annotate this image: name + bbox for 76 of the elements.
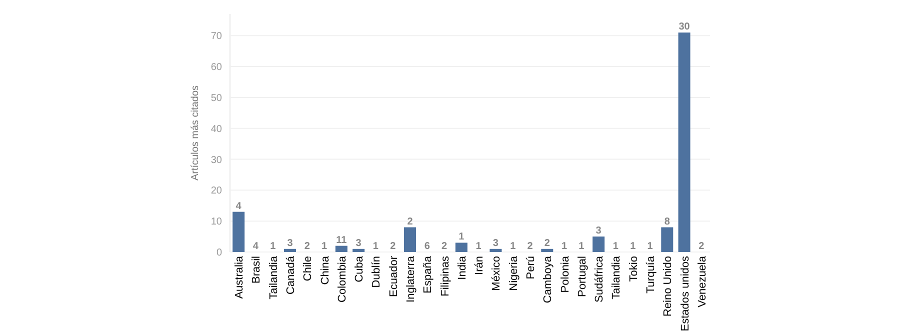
annotation: 1 bbox=[510, 241, 516, 252]
bar bbox=[352, 248, 365, 252]
annotation: 2 bbox=[304, 241, 310, 252]
annotation: 8 bbox=[664, 216, 670, 228]
bar bbox=[232, 212, 245, 252]
annotation: 4 bbox=[236, 200, 242, 212]
x-tick-label: Sudáfrica bbox=[594, 255, 606, 302]
x-tick-label: Perú bbox=[525, 256, 537, 280]
bar bbox=[678, 32, 690, 252]
y-tick-label: 0 bbox=[216, 248, 222, 258]
x-tick-label: México bbox=[490, 256, 503, 291]
x-tick-label: Nigeria bbox=[508, 255, 520, 291]
y-axis-title: Artículos más citados bbox=[190, 85, 201, 181]
annotation: 1 bbox=[322, 241, 328, 252]
x-tick-label: Estados unidos bbox=[679, 256, 692, 332]
x-tick-label: Dublín bbox=[370, 256, 383, 288]
annotation: 6 bbox=[424, 241, 430, 252]
x-tick-label: Australia bbox=[234, 255, 246, 299]
x-tick-label: India bbox=[456, 255, 468, 280]
bar bbox=[455, 242, 468, 252]
x-tick-label: Polonia bbox=[559, 255, 572, 293]
bar bbox=[661, 227, 674, 252]
annotation: 1 bbox=[562, 241, 568, 252]
x-tick-label: Inglaterra bbox=[405, 255, 417, 302]
y-tick-label: 50 bbox=[210, 92, 222, 104]
annotation: 1 bbox=[372, 241, 379, 252]
x-tick-label: Canadá bbox=[285, 255, 297, 295]
bar bbox=[284, 248, 296, 252]
x-tick-label: Filipinas bbox=[439, 256, 452, 296]
x-tick-label: Tailandia bbox=[610, 255, 623, 300]
x-tick-label: Irán bbox=[474, 256, 486, 275]
annotation: 3 bbox=[492, 238, 499, 249]
annotation: 2 bbox=[698, 241, 705, 252]
annotation: 2 bbox=[527, 241, 534, 252]
x-tick-label: Portugal bbox=[576, 256, 588, 297]
annotation: 2 bbox=[390, 241, 396, 252]
annotation: 11 bbox=[336, 234, 348, 246]
bar bbox=[404, 227, 416, 252]
y-tick-label: 10 bbox=[210, 216, 222, 228]
annotation: 1 bbox=[630, 241, 636, 252]
annotation: 3 bbox=[356, 238, 362, 249]
annotation: 1 bbox=[578, 241, 585, 252]
annotation: 3 bbox=[596, 226, 602, 237]
annotation: 2 bbox=[407, 216, 414, 228]
x-tick-label: Reino Unido bbox=[662, 256, 674, 317]
x-tick-label: Turquía bbox=[645, 255, 657, 294]
y-tick-label: 60 bbox=[210, 62, 222, 74]
bar bbox=[541, 248, 554, 252]
y-tick-label: 70 bbox=[210, 31, 222, 42]
y-tick-label: 40 bbox=[210, 124, 222, 135]
annotation: 30 bbox=[678, 22, 690, 33]
annotation: 1 bbox=[270, 241, 276, 252]
annotation: 2 bbox=[544, 238, 550, 249]
bar bbox=[490, 248, 502, 252]
x-tick-label: China bbox=[319, 255, 332, 285]
x-tick-label: Camboya bbox=[542, 255, 554, 304]
y-tick-label: 30 bbox=[210, 154, 222, 166]
annotation: 2 bbox=[442, 241, 448, 252]
bar bbox=[592, 236, 605, 252]
annotation: 1 bbox=[612, 241, 619, 252]
y-tick-label: 20 bbox=[210, 186, 222, 197]
x-tick-label: Chile bbox=[302, 256, 314, 282]
annotation: 1 bbox=[458, 232, 465, 243]
x-tick-label: Tailandia bbox=[268, 255, 280, 300]
x-tick-label: Colombia bbox=[336, 255, 348, 302]
annotation: 1 bbox=[476, 241, 482, 252]
x-tick-label: Cuba bbox=[354, 255, 366, 282]
annotation: 3 bbox=[287, 238, 294, 249]
x-tick-label: Brasil bbox=[250, 256, 263, 284]
annotation: 4 bbox=[252, 241, 259, 252]
x-tick-label: Venezuela bbox=[696, 255, 708, 308]
x-tick-label: Tokio bbox=[628, 256, 640, 282]
bar bbox=[335, 246, 348, 252]
x-tick-label: Ecuador bbox=[388, 256, 400, 297]
x-tick-label: España bbox=[422, 255, 434, 294]
annotation: 1 bbox=[647, 241, 654, 252]
